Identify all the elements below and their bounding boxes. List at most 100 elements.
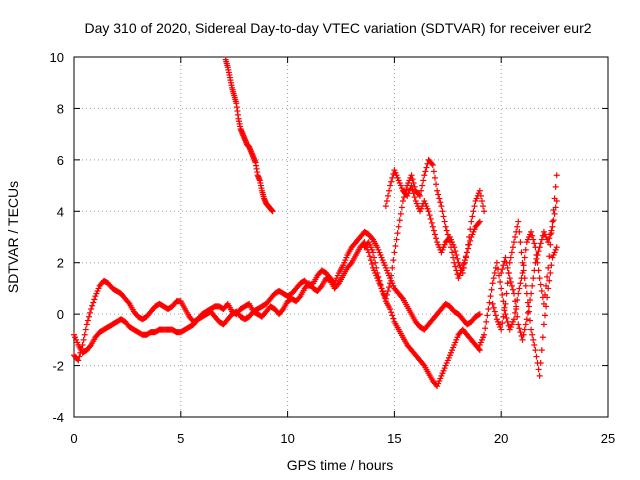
data-point-track-h-interp — [551, 210, 558, 217]
data-point-track-c-interp — [415, 191, 422, 198]
data-point-track-c-interp — [375, 273, 382, 280]
data-point-track-c-interp — [389, 264, 396, 271]
data-point-track-f — [489, 280, 496, 287]
data-point-track-b — [387, 306, 394, 312]
data-point-track-d-interp — [467, 226, 474, 233]
data-point-track-h-interp — [525, 303, 532, 310]
data-point-track-c — [421, 172, 428, 179]
data-point-track-c — [408, 172, 415, 179]
data-point-track-a-interp — [84, 317, 91, 324]
data-point-track-g-interp — [518, 249, 525, 256]
data-point-track-g — [489, 300, 496, 307]
data-point-track-f — [511, 316, 518, 323]
data-point-track-c — [395, 223, 402, 230]
data-point-track-c-interp — [441, 218, 448, 225]
data-point-track-c — [442, 223, 449, 230]
data-point-track-d-interp — [411, 194, 418, 201]
data-point-track-h-interp — [529, 282, 536, 289]
data-point-track-f-interp — [529, 232, 536, 239]
data-point-track-g-interp — [517, 239, 524, 246]
data-point-track-a-interp — [475, 311, 482, 318]
data-point-track-f-interp — [483, 318, 490, 325]
data-point-track-h-interp — [509, 286, 516, 293]
data-point-track-d-interp — [462, 254, 469, 261]
data-point-track-c-interp — [423, 164, 430, 171]
plot-frame — [73, 56, 609, 418]
data-point-track-g — [545, 285, 552, 292]
data-point-track-d — [425, 208, 432, 215]
data-point-track-a-interp — [398, 294, 405, 301]
data-point-track-g-interp — [501, 307, 508, 314]
data-point-track-f — [485, 306, 492, 312]
data-point-track-c-interp — [418, 187, 425, 194]
data-point-track-c-interp — [390, 257, 397, 264]
data-point-track-c-interp — [392, 243, 399, 249]
data-point-track-d — [382, 203, 389, 210]
data-point-track-c-interp — [383, 291, 390, 298]
data-point-track-h-interp — [530, 275, 537, 282]
data-point-track-f-interp — [517, 280, 524, 287]
data-point-track-c-interp — [439, 208, 446, 215]
data-point-track-c-interp — [371, 254, 378, 261]
data-point-track-d — [387, 182, 394, 189]
data-point-track-c-interp — [436, 195, 443, 202]
data-point-track-a — [88, 306, 95, 312]
data-point-track-h-interp — [538, 236, 545, 243]
x-tick-label: 20 — [494, 431, 508, 446]
data-point-track-b-interp — [368, 261, 375, 267]
data-point-track-c-interp — [386, 284, 393, 291]
data-point-track-b-interp — [317, 284, 324, 291]
data-point-track-g — [515, 218, 522, 225]
data-point-track-g-interp — [533, 353, 540, 360]
data-point-track-d — [451, 244, 458, 251]
data-point-track-h-interp — [499, 266, 506, 273]
data-point-track-d-interp — [460, 264, 467, 271]
data-point-track-g-interp — [539, 334, 546, 341]
data-point-track-h-interp — [531, 267, 538, 274]
data-point-track-d-interp — [478, 198, 485, 204]
data-point-track-c — [429, 162, 436, 168]
data-point-track-c — [417, 192, 424, 199]
data-point-track-f-interp — [486, 299, 493, 306]
data-point-track-c-interp — [419, 182, 426, 189]
x-tick-label: 10 — [280, 431, 294, 446]
data-point-track-d-interp — [431, 231, 438, 238]
data-point-track-d-interp — [477, 192, 484, 199]
data-point-track-c-interp — [397, 210, 404, 217]
data-point-track-f — [553, 172, 560, 179]
data-point-track-h-interp — [548, 227, 555, 234]
data-point-track-h — [536, 244, 543, 251]
data-point-track-g-interp — [544, 294, 551, 301]
data-point-track-f — [536, 275, 543, 282]
data-point-track-g-interp — [514, 223, 521, 230]
data-point-track-c-interp — [396, 217, 403, 224]
data-point-track-c-interp — [467, 237, 474, 244]
data-point-track-d-interp — [388, 178, 395, 185]
data-point-track-g — [502, 300, 509, 307]
tick-labels: 0 5 10 15 20 25 -4 -2 0 2 4 6 8 10 — [50, 50, 616, 446]
data-point-track-f-interp — [487, 293, 494, 300]
data-point-track-h — [506, 275, 513, 282]
data-points — [71, 56, 560, 390]
data-point-track-g — [528, 326, 535, 333]
data-point-track-h — [515, 321, 522, 328]
data-point-track-g-interp — [546, 277, 553, 284]
data-point-track-g-interp — [527, 317, 534, 324]
data-point-track-a-interp — [76, 353, 83, 360]
data-point-track-h — [545, 239, 552, 246]
data-point-track-d-interp — [480, 203, 487, 210]
data-point-track-d-interp — [430, 227, 437, 234]
data-point-track-b-interp — [279, 307, 286, 314]
data-point-track-c-interp — [433, 181, 440, 188]
data-point-track-d — [459, 270, 466, 276]
data-point-track-d-interp — [452, 248, 459, 255]
x-axis-label: GPS time / hours — [287, 457, 394, 473]
data-point-track-g-interp — [531, 342, 538, 348]
data-point-track-c — [476, 218, 483, 225]
data-point-track-c-interp — [475, 219, 482, 226]
data-point-track-h-interp — [507, 279, 514, 285]
data-point-track-d — [476, 187, 483, 194]
data-point-track-f-interp — [521, 254, 528, 261]
data-point-track-h — [519, 336, 526, 343]
